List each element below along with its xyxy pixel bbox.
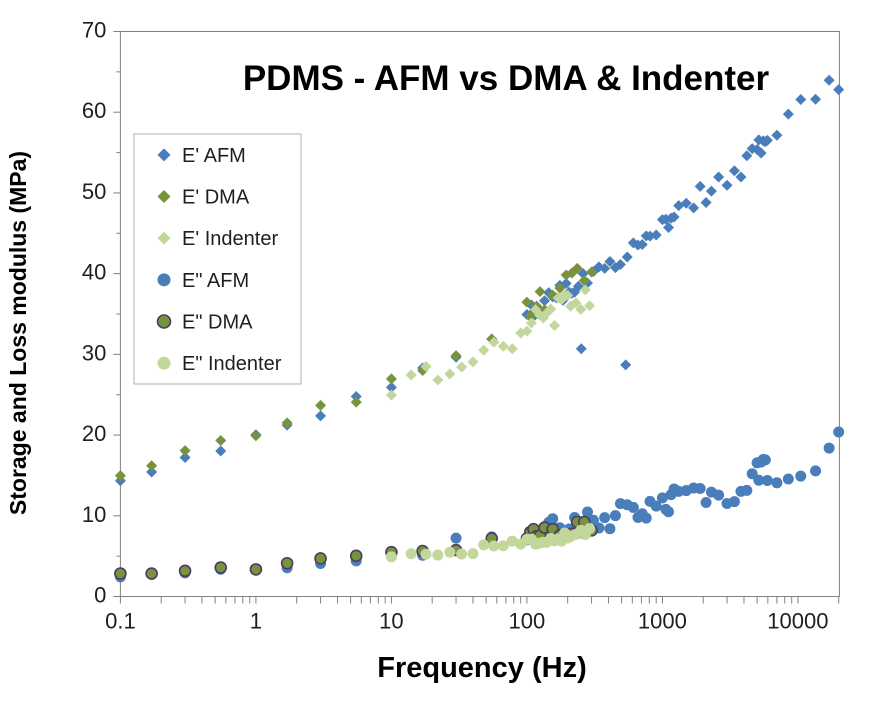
svg-text:E' DMA: E' DMA [182,187,250,209]
svg-text:E" DMA: E" DMA [182,312,253,334]
svg-text:10000: 10000 [767,609,828,634]
svg-text:0.1: 0.1 [105,609,136,634]
svg-text:10: 10 [379,609,403,634]
svg-text:50: 50 [82,179,106,204]
svg-text:E" Indenter: E" Indenter [182,353,282,375]
svg-text:E" AFM: E" AFM [182,270,249,292]
svg-text:1: 1 [250,609,262,634]
svg-text:100: 100 [509,609,546,634]
svg-text:60: 60 [82,98,106,123]
svg-text:10: 10 [82,502,106,527]
svg-text:Frequency (Hz): Frequency (Hz) [377,652,586,684]
svg-text:20: 20 [82,421,106,446]
svg-text:30: 30 [82,340,106,365]
svg-text:Storage and Loss modulus (MPa): Storage and Loss modulus (MPa) [5,151,31,515]
svg-text:1000: 1000 [638,609,687,634]
svg-text:PDMS - AFM vs DMA & Indenter: PDMS - AFM vs DMA & Indenter [243,59,770,98]
svg-text:E' Indenter: E' Indenter [182,228,278,250]
svg-text:70: 70 [82,18,106,43]
svg-text:0: 0 [94,583,106,608]
svg-text:40: 40 [82,260,106,285]
svg-text:E' AFM: E' AFM [182,145,246,167]
